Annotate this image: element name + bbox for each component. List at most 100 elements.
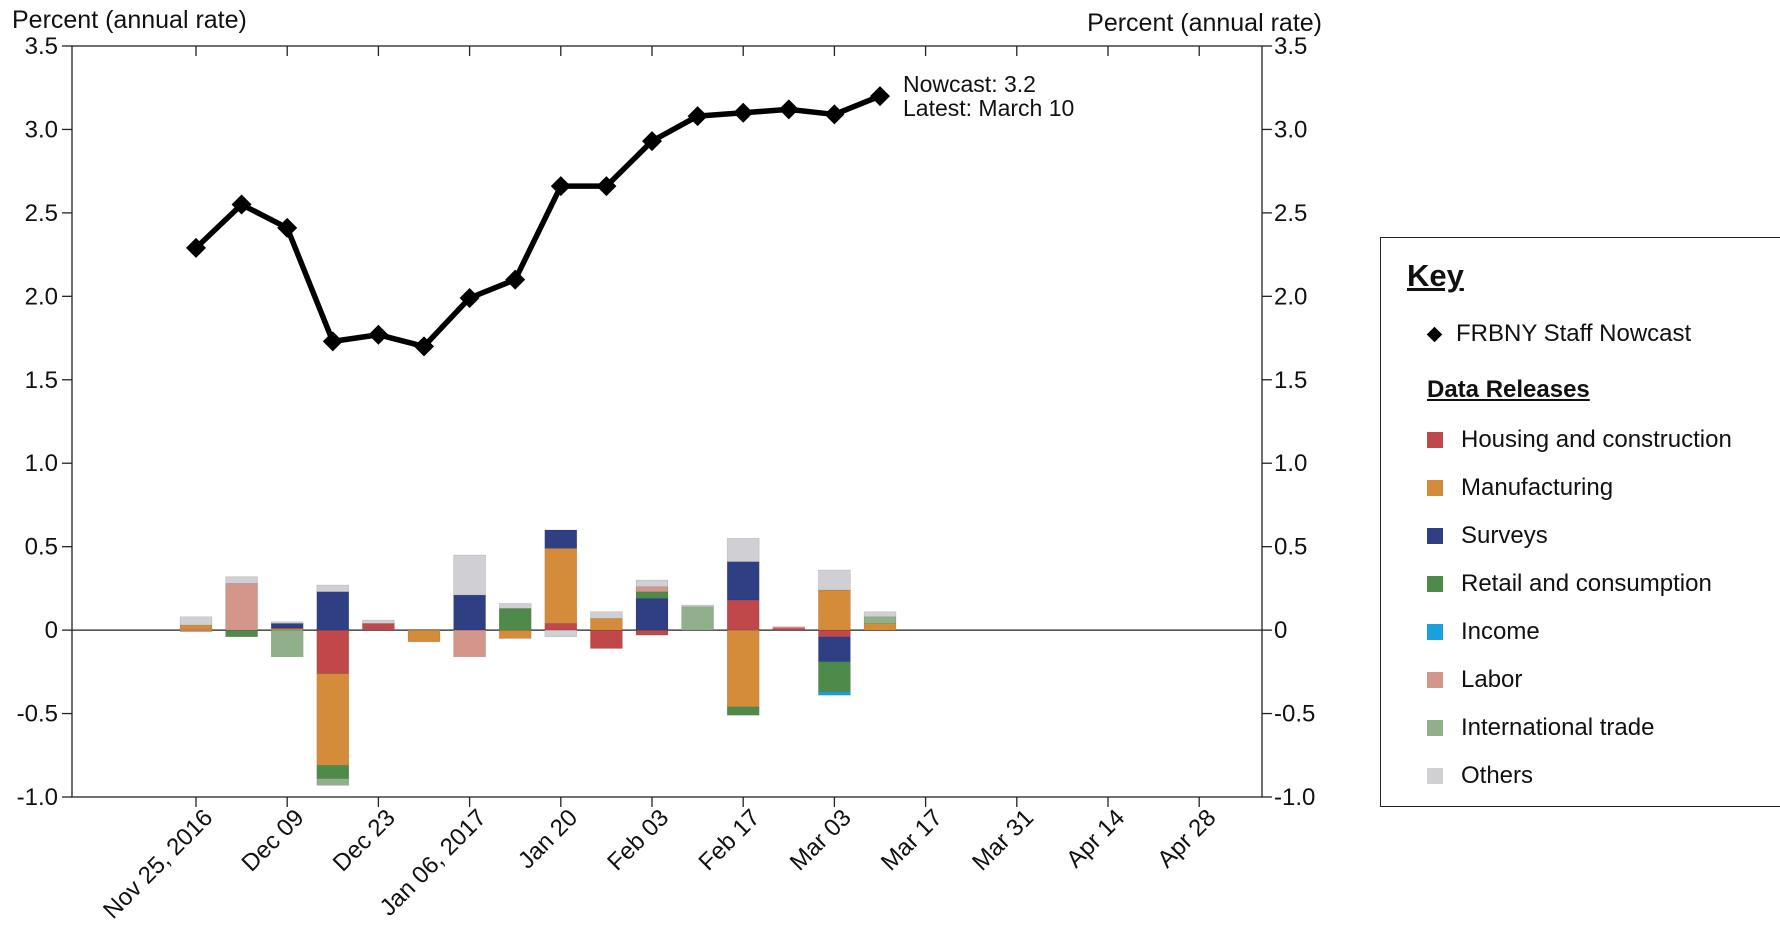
nowcast-point [778, 99, 799, 120]
y-tick-label-right: 2.5 [1274, 200, 1307, 227]
x-tick-label: Feb 03 [602, 804, 674, 876]
key-item-label: Housing and construction [1461, 426, 1732, 453]
nowcast-point [596, 176, 617, 197]
y-tick-label-left: 0 [45, 617, 58, 644]
y-tick-label-left: 3.5 [25, 33, 58, 60]
axes-layer [62, 45, 1272, 807]
bar-segment [270, 621, 304, 624]
bar-segment [225, 583, 258, 631]
bar-segment [498, 608, 532, 631]
nowcast-point [550, 176, 571, 197]
y-tick-label-left: 2.5 [25, 200, 58, 227]
bar-segment [590, 629, 623, 649]
nowcast-point [277, 217, 298, 238]
nowcast-annotation: Latest: March 10 [903, 95, 1074, 121]
y-tick-label-right: 1.0 [1274, 450, 1307, 477]
y-tick-label-right: -1.0 [1274, 784, 1315, 811]
nowcast-annotation: Nowcast: 3.2 [903, 71, 1036, 97]
x-tick-label: Mar 03 [785, 804, 857, 876]
nowcast-point [322, 331, 343, 352]
key-item-label: Retail and consumption [1461, 570, 1712, 597]
bar-segment [863, 623, 897, 631]
bar-segment [544, 629, 578, 638]
bar-segment [818, 691, 851, 696]
key-item-label: Surveys [1461, 522, 1548, 549]
key-item: Others [1427, 752, 1732, 800]
nowcast-point [824, 104, 845, 125]
nowcast-point [186, 237, 206, 258]
nowcast-point [733, 102, 754, 123]
bar-segment [635, 629, 669, 636]
y-tick-label-right: 0 [1274, 617, 1287, 644]
bar-segment [316, 591, 350, 631]
bar-segment [681, 604, 714, 608]
x-tick-label: Jan 20 [513, 804, 583, 874]
y-tick-label-left: 1.0 [25, 450, 58, 477]
key-nowcast-entry: FRBNY Staff Nowcast [1425, 320, 1691, 348]
bar-segment [362, 619, 395, 624]
x-tick-label: Apr 14 [1061, 804, 1130, 873]
bar-segment [681, 606, 714, 631]
bar-segment [498, 603, 532, 609]
bar-segment [316, 629, 350, 674]
bar-segment [818, 569, 851, 591]
bar-segment [772, 626, 806, 629]
y-tick-label-left: 0.5 [25, 534, 58, 561]
y-tick-label-right: 2.0 [1274, 283, 1307, 310]
bar-segment [179, 624, 213, 631]
bar-segment [316, 778, 350, 786]
key-item: International trade [1427, 704, 1732, 752]
bar-segment [818, 661, 851, 693]
nowcast-point [231, 194, 252, 215]
bar-segment [635, 579, 669, 588]
bar-segment [270, 623, 304, 629]
bar-segment [726, 706, 760, 716]
nowcast-line [194, 93, 882, 350]
swatch-icon [1427, 720, 1443, 736]
bar-segment [726, 629, 760, 708]
key-title: Key [1407, 258, 1464, 293]
key-nowcast-label: FRBNY Staff Nowcast [1456, 320, 1692, 347]
bar-segment [270, 629, 304, 658]
bar-segment [818, 589, 851, 631]
bar-segment [225, 629, 258, 638]
y-tick-label-right: 3.0 [1274, 116, 1307, 143]
key-item-label: Labor [1461, 666, 1523, 693]
bar-segment [726, 538, 760, 562]
key-item: Housing and construction [1427, 416, 1732, 464]
bar-segment [635, 598, 669, 631]
bar-segment [544, 529, 578, 549]
bar-segment [635, 586, 669, 593]
y-tick-label-left: 1.5 [25, 367, 58, 394]
bar-segment [179, 616, 213, 626]
bar-segment [225, 576, 258, 584]
x-tick-label: Nov 25, 2016 [98, 804, 218, 924]
key-item-label: Income [1461, 618, 1540, 645]
nowcast-point [414, 336, 434, 357]
x-tick-label: Dec 23 [328, 804, 401, 877]
x-tick-label: Feb 17 [694, 804, 766, 876]
bar-segment [453, 594, 486, 631]
y-tick-label-right: 1.5 [1274, 367, 1307, 394]
bar-segment [316, 764, 350, 779]
key-item-label: Others [1461, 762, 1534, 789]
nowcast-point [870, 86, 890, 107]
bar-segment [635, 591, 669, 599]
diamond-marker-icon [1426, 326, 1443, 342]
bar-segment [316, 673, 350, 766]
y-tick-label-left: -1.0 [17, 784, 58, 811]
y-tick-label-right: 0.5 [1274, 534, 1307, 561]
swatch-icon [1427, 432, 1443, 448]
bar-segment [453, 629, 486, 658]
nowcast-point [505, 269, 526, 290]
bar-segment [407, 629, 441, 643]
x-tick-label: Mar 31 [967, 804, 1039, 876]
bar-segment [726, 599, 760, 631]
bar-segment [726, 561, 760, 601]
y-tick-label-left: -0.5 [17, 701, 58, 728]
swatch-icon [1427, 528, 1443, 544]
x-tick-label: Apr 28 [1152, 804, 1221, 873]
bar-segment [544, 623, 578, 631]
nowcast-point [687, 106, 708, 127]
